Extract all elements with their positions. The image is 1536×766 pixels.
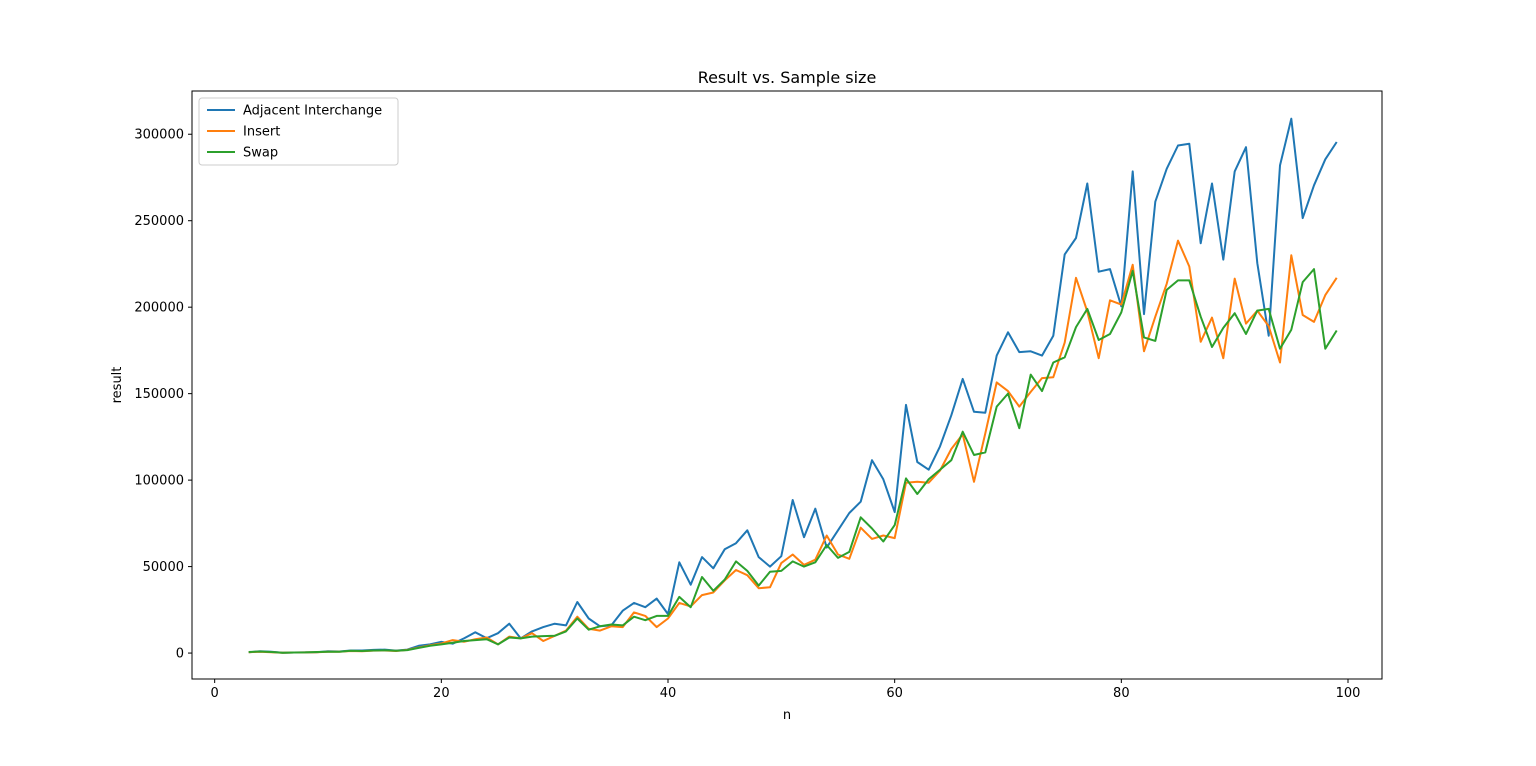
chart-title: Result vs. Sample size [698, 68, 877, 87]
legend: Adjacent Interchange Insert Swap [198, 97, 399, 166]
y-tick-label: 100000 [134, 474, 184, 489]
legend-label-adjacent-interchange: Adjacent Interchange [243, 104, 382, 119]
x-tick-label: 0 [211, 686, 219, 701]
y-axis-label: result [110, 367, 125, 404]
y-tick-label: 300000 [134, 128, 184, 143]
series-line-swap [248, 268, 1338, 654]
y-tick-label: 50000 [143, 560, 184, 575]
axes-frame [191, 90, 1383, 680]
y-tick-label: 0 [176, 647, 184, 662]
x-axis: 0 20 40 60 80 100 [211, 679, 1361, 701]
x-tick-label: 80 [1113, 686, 1130, 701]
y-tick-label: 250000 [134, 214, 184, 229]
y-axis: 0 50000 100000 150000 200000 250000 300000 [134, 128, 192, 662]
plot-area [248, 117, 1338, 654]
x-tick-label: 60 [886, 686, 903, 701]
x-axis-label: n [783, 708, 791, 723]
x-tick-label: 20 [433, 686, 450, 701]
legend-label-insert: Insert [243, 125, 280, 140]
x-tick-label: 100 [1336, 686, 1361, 701]
y-tick-label: 200000 [134, 301, 184, 316]
legend-box [198, 97, 399, 166]
legend-label-swap: Swap [243, 146, 278, 161]
y-tick-label: 150000 [134, 387, 184, 402]
x-tick-label: 40 [660, 686, 677, 701]
